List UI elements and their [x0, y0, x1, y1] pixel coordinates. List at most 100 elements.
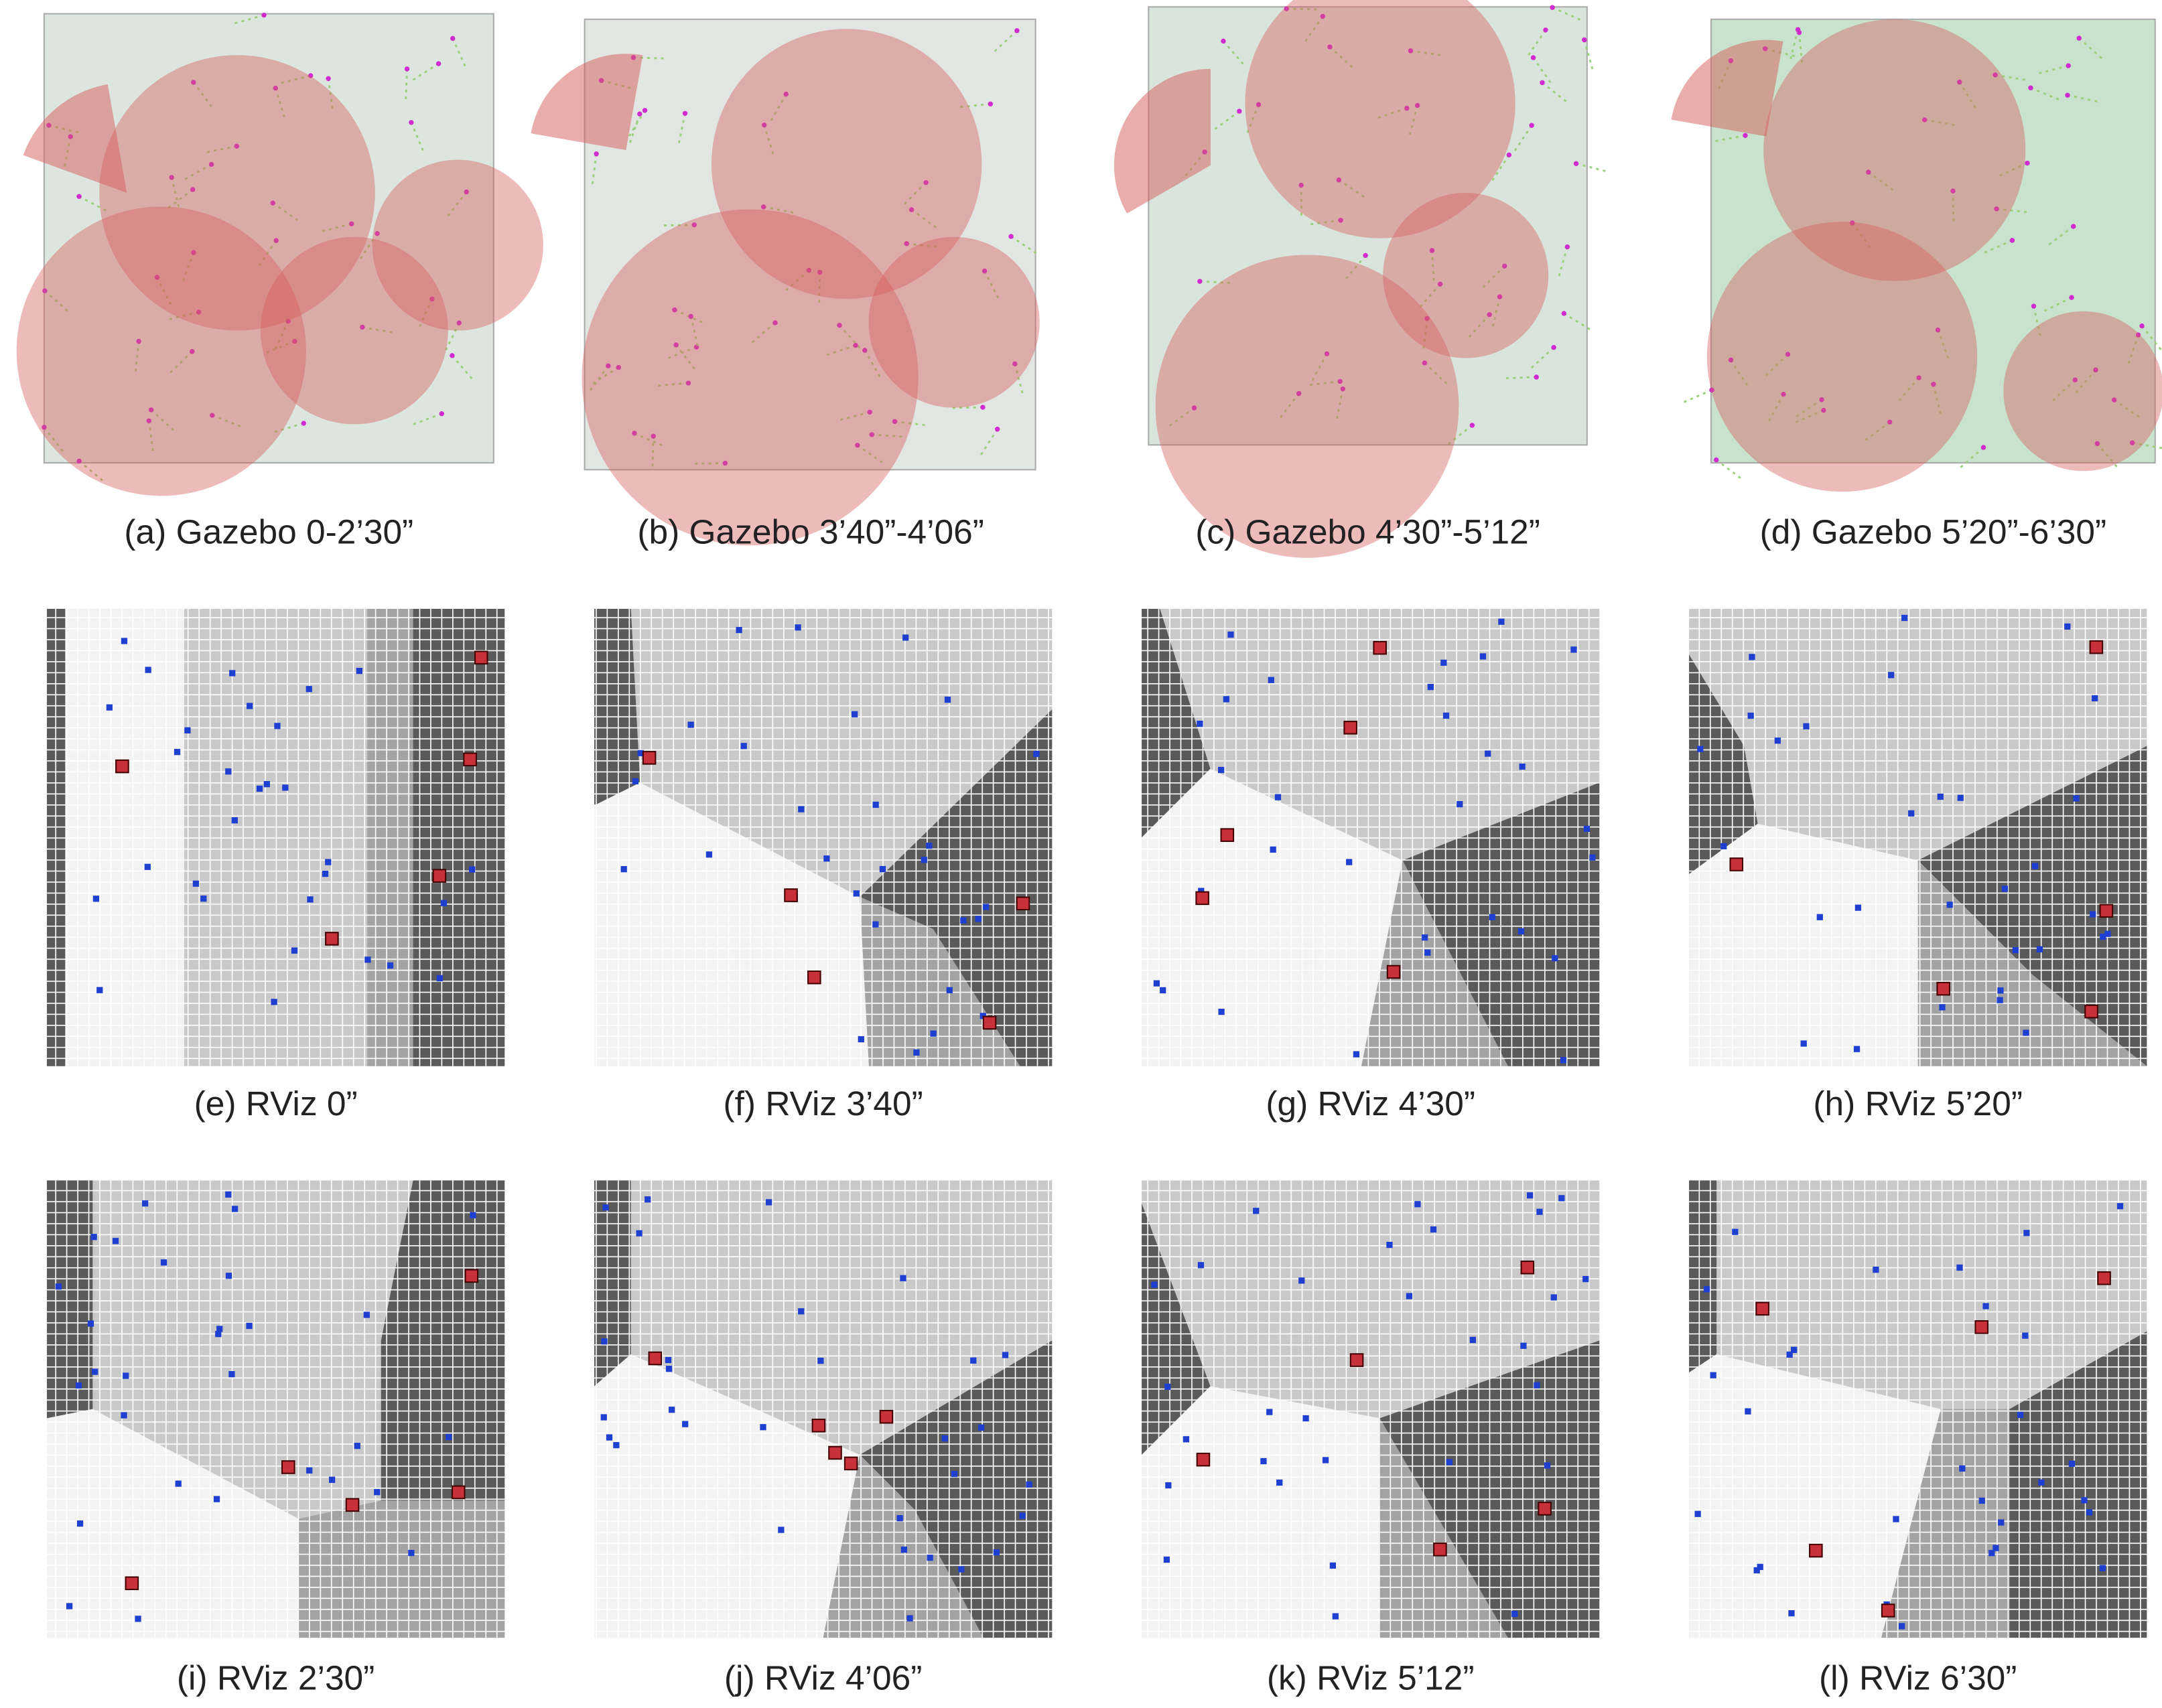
robot-marker [1323, 1457, 1329, 1463]
robot-marker [92, 1368, 98, 1374]
robot-marker [437, 975, 443, 981]
robot-marker [795, 624, 801, 630]
robot-marker [1788, 1610, 1794, 1616]
robot-marker [1165, 1482, 1171, 1488]
gazebo-panel [531, 19, 1039, 546]
leader-marker [116, 760, 129, 773]
robot [1565, 244, 1570, 249]
robot-marker [1160, 987, 1166, 993]
robot-marker [2023, 1230, 2029, 1236]
robot-marker [852, 711, 858, 717]
robot [1981, 445, 1986, 449]
robot [1507, 153, 1511, 157]
page: {"captions":["(a) Gazebo 0-2’30”","(b) G… [0, 0, 2162, 1708]
robot-marker [1443, 713, 1449, 719]
leader-marker [1344, 721, 1357, 734]
robot [2028, 85, 2033, 90]
robot-marker [1695, 1511, 1701, 1517]
sensor-wedge [1671, 40, 1783, 137]
robot-marker [176, 1480, 182, 1486]
leader-marker [880, 1411, 893, 1423]
robot [1197, 279, 1202, 283]
robot-marker [1276, 1480, 1282, 1486]
leader-marker [464, 754, 476, 766]
robot-marker [1899, 1623, 1905, 1629]
leader-marker [829, 1447, 841, 1460]
robot-marker [96, 987, 103, 993]
robot-marker [2002, 885, 2008, 892]
robot-marker [2081, 1497, 2087, 1503]
leader-marker [1731, 858, 1743, 871]
robot-marker [1803, 723, 1809, 729]
caption: (f) RViz 3’40” [724, 1084, 923, 1123]
robot-marker [161, 1259, 167, 1265]
caption: (j) RViz 4’06” [724, 1658, 922, 1697]
robot-marker [1218, 1009, 1224, 1015]
robot-marker [2038, 1480, 2044, 1486]
robot-marker [1748, 713, 1754, 719]
robot-marker [387, 963, 393, 969]
robot-marker [645, 1196, 651, 1202]
leader-marker [2100, 905, 2113, 918]
robot-marker [1732, 1229, 1738, 1235]
caption: (g) RViz 4’30” [1266, 1084, 1475, 1123]
robot-marker [854, 890, 860, 896]
leader-marker [1434, 1543, 1446, 1556]
robot-marker [1197, 721, 1203, 727]
robot-marker [1386, 1242, 1392, 1248]
robot-marker [1266, 1409, 1272, 1415]
robot-trail [1680, 390, 1712, 403]
leader-marker [126, 1577, 139, 1589]
robot-marker [246, 1323, 252, 1329]
robot [1796, 27, 1800, 32]
robot-marker [1511, 1611, 1517, 1617]
leader-marker [1975, 1321, 1988, 1334]
robot-marker [135, 1616, 141, 1622]
robot-marker [669, 1407, 675, 1413]
robot [2031, 303, 2036, 308]
robot-marker [688, 721, 694, 727]
robot-marker [325, 859, 331, 865]
robot-marker [947, 987, 953, 993]
robot-marker [900, 1275, 906, 1281]
leader-marker [984, 1017, 996, 1029]
leader-marker [346, 1499, 359, 1512]
robot-marker [1302, 1415, 1308, 1421]
robot-marker [665, 1357, 671, 1363]
robot-marker [2086, 1509, 2092, 1515]
robot-marker [56, 1283, 62, 1289]
robot-marker [798, 806, 804, 812]
robot-marker [1470, 1337, 1476, 1343]
robot [1529, 123, 1534, 128]
robot [326, 76, 330, 81]
robot [1221, 39, 1225, 44]
robot [1534, 374, 1539, 379]
robot-marker [322, 871, 328, 877]
robot-marker [2092, 695, 2098, 701]
robot-marker [1164, 1384, 1170, 1390]
robot-marker [1582, 1276, 1589, 1282]
robot [440, 411, 444, 416]
robot-marker [1997, 997, 2003, 1003]
robot-marker [632, 778, 638, 784]
grid [47, 609, 504, 1066]
robot-marker [225, 768, 231, 774]
robot-marker [902, 634, 908, 640]
sensor-range [2003, 311, 2162, 472]
robot-marker [121, 1412, 127, 1418]
robot-marker [1183, 1436, 1189, 1442]
robot [1551, 345, 1556, 350]
robot-marker [93, 896, 99, 902]
robot [436, 61, 441, 66]
robot-marker [257, 786, 263, 792]
leader-marker [808, 971, 821, 984]
robot [1363, 253, 1367, 258]
robot-marker [741, 743, 747, 749]
robot-marker [1446, 1459, 1452, 1465]
robot-marker [1223, 696, 1229, 702]
leader-marker [2098, 1272, 2110, 1285]
robot-marker [271, 999, 277, 1005]
grid [594, 609, 1052, 1066]
robot-marker [446, 1434, 452, 1440]
robot-marker [441, 900, 447, 906]
